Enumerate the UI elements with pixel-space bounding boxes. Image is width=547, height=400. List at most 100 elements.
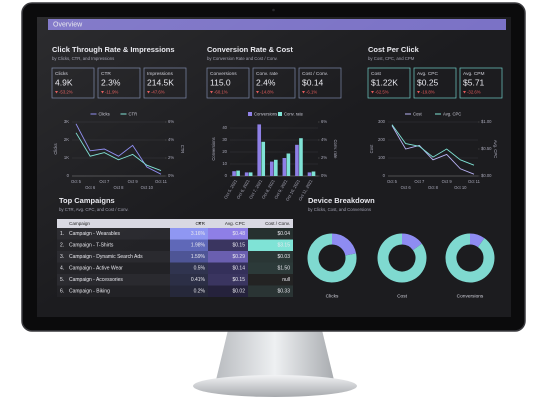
- kpi-label: Conversions: [210, 71, 237, 77]
- kpi-change: -53.2%: [59, 89, 73, 94]
- metric-cell: $0.15: [232, 277, 245, 283]
- row-number: 5.: [60, 277, 64, 283]
- metric-cell: 0.2%: [194, 289, 206, 295]
- metric-cell: $0.33: [277, 289, 290, 295]
- kpi-value: $0.14: [302, 77, 324, 87]
- x-tick-label: Oct 10: [141, 185, 154, 190]
- donut-label: Conversions: [457, 293, 484, 299]
- x-tick-label: Oct 11: [155, 179, 168, 184]
- y2-tick-label: $0.00: [481, 173, 492, 178]
- x-tick-label: Oct 11: [468, 179, 481, 184]
- y-tick-label: 2K: [64, 137, 69, 142]
- y-tick-label: 3K: [64, 119, 69, 124]
- metric-cell: 0.41%: [191, 277, 206, 283]
- kpi-value: 115.0: [210, 77, 231, 87]
- y-axis-title: Clicks: [53, 143, 58, 154]
- monitor-neck: [216, 330, 334, 380]
- x-tick-label: Oct 5: [71, 179, 82, 184]
- kpi-value: 2.3%: [101, 77, 121, 87]
- header-title: Overview: [53, 22, 83, 29]
- donut-segment: [469, 233, 485, 248]
- donut-label: Cost: [397, 293, 408, 299]
- bar: [236, 170, 240, 176]
- y2-axis-title: Conv. rate: [333, 139, 338, 159]
- row-number: 6.: [60, 289, 64, 295]
- y2-tick-label: 0%: [321, 173, 327, 178]
- y2-tick-label: $1.00: [481, 119, 492, 124]
- row-number: 2.: [60, 243, 64, 249]
- kpi-value: 214.5K: [147, 77, 174, 87]
- table-header: [57, 219, 293, 228]
- kpi-value: $5.71: [463, 77, 485, 87]
- kpi-label: Clicks: [55, 71, 68, 77]
- metric-cell: $0.04: [277, 231, 290, 237]
- row-number: 4.: [60, 266, 64, 272]
- y2-tick-label: 6%: [321, 119, 327, 124]
- metric-cell: $3.15: [277, 243, 290, 249]
- kpi-label: Avg. CPM: [463, 71, 485, 77]
- metric-cell: 1.98%: [191, 243, 206, 249]
- kpi-change: -47.6%: [151, 89, 165, 94]
- y-tick-label: 300: [378, 119, 386, 124]
- kpi-change: -6.1%: [306, 89, 317, 94]
- kpi-label: Impressions: [147, 71, 173, 77]
- monitor-base: [193, 375, 357, 397]
- bar: [261, 141, 266, 176]
- column-header: CTR: [196, 221, 206, 226]
- kpi-change: -14.8%: [260, 89, 274, 94]
- kpi-value: $1.22K: [371, 77, 398, 87]
- kpi-change: -62.5%: [375, 89, 389, 94]
- legend-swatch: [248, 112, 252, 116]
- section-title: Conversion Rate & Cost: [207, 45, 293, 54]
- y2-tick-label: 4%: [168, 137, 174, 142]
- bar: [232, 171, 236, 176]
- y-tick-label: 30: [222, 137, 227, 142]
- metric-cell: $0.48: [232, 231, 245, 237]
- y2-tick-label: 2%: [168, 155, 174, 160]
- campaign-name: Campaign - Accessories: [69, 277, 123, 283]
- y-tick-label: 100: [378, 155, 386, 160]
- y-axis-title: Cost: [369, 144, 374, 153]
- kpi-change: -11.9%: [105, 89, 118, 94]
- campaign-name: Campaign - T-Shirts: [69, 243, 114, 249]
- column-header: Avg. CPC: [225, 221, 246, 226]
- bar: [307, 172, 312, 176]
- y2-tick-label: 4%: [321, 137, 327, 142]
- x-tick-label: Oct 6: [401, 185, 412, 190]
- y2-tick-label: 0%: [168, 173, 174, 178]
- bar: [286, 153, 291, 176]
- legend-label: Conv. rate: [284, 111, 304, 116]
- kpi-change: -19.8%: [421, 89, 435, 94]
- row-number: 1.: [60, 231, 64, 237]
- y-tick-label: 1K: [64, 155, 69, 160]
- legend-label: Avg. CPC: [443, 111, 461, 116]
- section-subtitle: by Clicks, CTR, and Impressions: [52, 56, 114, 61]
- metric-cell: $1.50: [277, 266, 290, 272]
- metric-cell: $0.03: [277, 254, 290, 260]
- bar: [269, 161, 274, 176]
- bar: [257, 124, 262, 176]
- kpi-label: Cost / Conv.: [302, 71, 328, 77]
- x-tick-label: Oct 5: [387, 179, 398, 184]
- metric-cell: 3.16%: [191, 231, 206, 237]
- y2-tick-label: $0.50: [481, 146, 492, 151]
- kpi-change: -60.1%: [214, 89, 228, 94]
- section-title: Click Through Rate & Impressions: [52, 45, 175, 54]
- x-tick-label: Oct 9: [442, 179, 453, 184]
- legend-label: CTR: [129, 111, 138, 116]
- kpi-label: Cost: [371, 71, 382, 77]
- y2-axis-title: CTR: [180, 145, 185, 154]
- y2-axis-title: Avg. CPC: [493, 140, 498, 158]
- x-tick-label: Oct 8: [428, 185, 439, 190]
- bar: [244, 172, 249, 176]
- bar: [295, 144, 299, 176]
- x-tick-label: Oct 9: [128, 179, 139, 184]
- x-tick-label: Oct 10: [454, 185, 467, 190]
- metric-cell: $0.14: [232, 266, 245, 272]
- column-header: Cost / Conv.: [265, 221, 290, 226]
- kpi-value: $0.25: [417, 77, 439, 87]
- legend-swatch: [278, 112, 282, 116]
- y-tick-label: 40: [222, 125, 227, 130]
